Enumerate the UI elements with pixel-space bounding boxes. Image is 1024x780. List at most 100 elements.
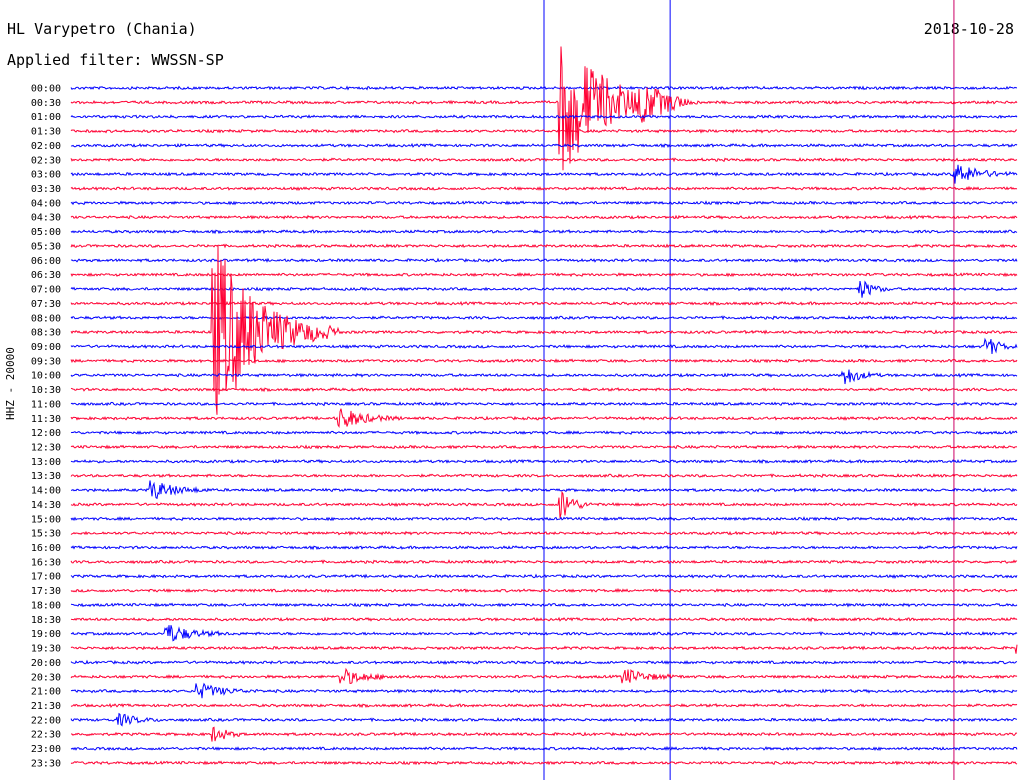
trace-0500 [70,229,1018,235]
trace-1830 [70,616,1018,623]
trace-1330 [70,473,1018,479]
row-tick-label: 14:00 [31,486,61,497]
trace-0730 [70,300,1018,307]
row-tick-label: 17:30 [31,586,61,597]
row-tick-label: 15:00 [31,514,61,525]
row-tick-label: 16:30 [31,557,61,568]
trace-0800 [70,315,1018,321]
row-tick-label: 07:00 [31,285,61,296]
trace-0400 [70,200,1018,206]
trace-1500 [70,516,1018,522]
trace-2030 [70,667,1018,684]
row-tick-label: 02:30 [31,155,61,166]
row-tick-label: 09:30 [31,356,61,367]
row-tick-label: 15:30 [31,529,61,540]
trace-0700 [70,280,1018,298]
row-tick-label: 06:00 [31,256,61,267]
row-tick-label: 23:00 [31,744,61,755]
trace-1430 [70,490,1018,518]
row-tick-label: 11:30 [31,414,61,425]
trace-0330 [70,185,1018,192]
trace-1800 [70,602,1018,608]
trace-0200 [70,142,1018,149]
filter-label: Applied filter: WWSSN-SP [7,51,224,69]
row-tick-label: 07:30 [31,299,61,310]
trace-1100 [70,401,1018,407]
trace-1300 [70,458,1018,465]
row-tick-label: 03:30 [31,184,61,195]
row-tick-label: 03:00 [31,170,61,181]
row-tick-label: 01:30 [31,127,61,138]
row-tick-label: 19:00 [31,629,61,640]
row-tick-label: 18:30 [31,615,61,626]
trace-1400 [71,480,1018,500]
row-tick-label: 18:00 [31,600,61,611]
trace-0130 [70,128,1017,134]
trace-0300 [70,164,1018,184]
row-tick-label: 14:30 [31,500,61,511]
trace-0930 [70,358,1018,364]
row-tick-label: 16:00 [31,543,61,554]
trace-0600 [70,257,1018,263]
row-tick-label: 21:00 [31,687,61,698]
row-tick-label: 08:00 [31,313,61,324]
row-tick-label: 01:00 [31,112,61,123]
row-tick-label: 13:30 [31,471,61,482]
trace-2100 [70,682,1018,699]
trace-0530 [70,243,1018,249]
trace-0000 [70,85,1018,91]
row-tick-label: 02:00 [31,141,61,152]
row-tick-label: 22:00 [31,715,61,726]
trace-1700 [70,573,1018,579]
trace-1530 [70,530,1018,536]
row-tick-label: 10:00 [31,371,61,382]
row-tick-label: 21:30 [31,701,61,712]
row-tick-labels: 00:00 00:30 01:00 01:30 02:00 02:30 03:00 03:30… [31,84,61,770]
trace-0430 [70,214,1018,220]
row-tick-label: 20:30 [31,672,61,683]
station-title: HL Varypetro (Chania) [7,20,197,38]
trace-1000 [70,369,1018,385]
trace-2300 [70,745,1018,752]
trace-1930 [70,644,1018,654]
row-tick-label: 20:00 [31,658,61,669]
row-tick-label: 23:30 [31,758,61,769]
trace-1130 [70,408,1018,429]
row-tick-label: 08:30 [31,328,61,339]
row-tick-label: 06:30 [31,270,61,281]
trace-0030 [70,46,1018,171]
trace-2230 [71,726,1018,742]
trace-2330 [70,760,1018,766]
row-tick-label: 12:30 [31,443,61,454]
trace-2000 [70,659,1018,665]
trace-0100 [70,114,1018,120]
row-tick-label: 04:30 [31,213,61,224]
trace-1030 [70,387,1018,393]
trace-2130 [70,703,1018,709]
row-tick-label: 12:00 [31,428,61,439]
row-tick-label: 10:30 [31,385,61,396]
row-tick-label: 04:00 [31,198,61,209]
row-tick-label: 00:00 [31,84,61,95]
row-tick-label: 05:30 [31,241,61,252]
trace-0630 [70,272,1018,278]
row-tick-label: 05:00 [31,227,61,238]
trace-1230 [70,444,1018,450]
row-tick-label: 17:00 [31,572,61,583]
trace-1730 [70,587,1018,594]
trace-0830 [70,245,1018,415]
row-tick-label: 13:00 [31,457,61,468]
trace-1900 [70,625,1018,642]
row-tick-label: 00:30 [31,98,61,109]
row-tick-label: 19:30 [31,644,61,655]
trace-1600 [70,545,1018,551]
trace-0900 [70,337,1018,355]
trace-2200 [70,712,1018,727]
trace-0230 [70,157,1018,163]
traces [70,46,1018,766]
trace-1200 [70,430,1018,436]
row-tick-label: 11:00 [31,399,61,410]
row-tick-label: 09:00 [31,342,61,353]
trace-1630 [70,559,1018,565]
